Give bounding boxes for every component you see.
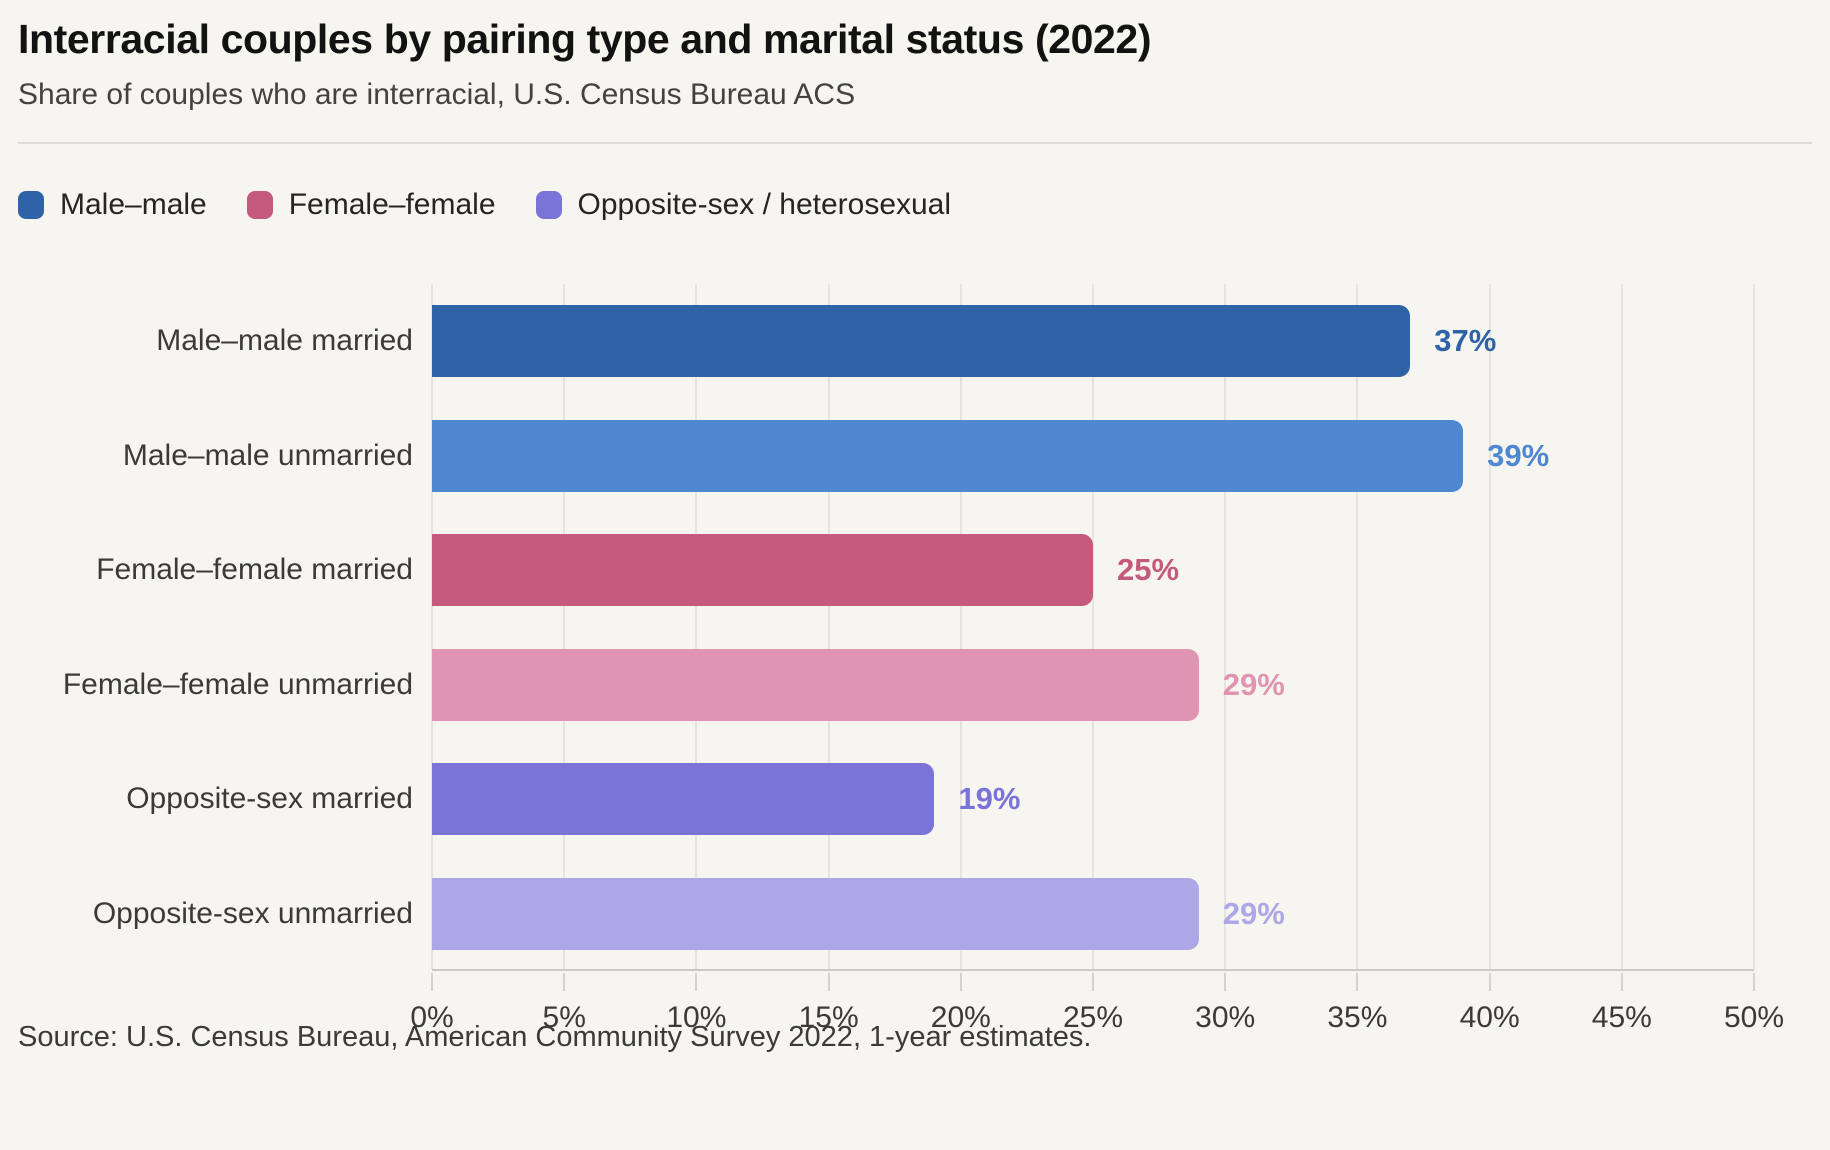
axis-tick-label: 45% <box>1591 1001 1652 1034</box>
chart-title: Interracial couples by pairing type and … <box>18 16 1152 62</box>
axis-tick-label: 0% <box>410 1001 454 1034</box>
value-label: 39% <box>1487 437 1550 473</box>
bar-male-male-married <box>432 305 1411 378</box>
axis-tick-35 <box>1356 973 1359 991</box>
legend-item-male-male: Male–male <box>18 188 207 222</box>
axis-tick-25 <box>1092 973 1094 991</box>
bar-track: 19% <box>432 763 1754 836</box>
chart-row-opposite-sex-married: Opposite-sex married 19% <box>18 742 1812 857</box>
gridline-25 <box>1092 284 1094 969</box>
chart-page: Interracial couples by pairing type and … <box>18 16 1812 1053</box>
gridline-50 <box>1753 284 1755 969</box>
axis-tick-45 <box>1620 973 1623 991</box>
axis-tick-5 <box>563 973 566 991</box>
axis-tick-label: 5% <box>542 1001 586 1034</box>
bar-rows: Male–male married 37% Male–male unmarried 3… <box>18 284 1812 971</box>
legend-swatch-female-female <box>246 191 273 219</box>
bar-female-female-married <box>432 534 1093 607</box>
category-label: Opposite-sex unmarried <box>92 896 413 930</box>
axis-tick-label: 35% <box>1327 1001 1388 1034</box>
gridline-45 <box>1620 284 1623 969</box>
axis-tick-label: 30% <box>1195 1001 1256 1034</box>
bar-opposite-sex-married <box>432 763 935 836</box>
axis-tick-10 <box>695 973 698 991</box>
category-label: Male–male unmarried <box>122 438 413 472</box>
bar-track: 29% <box>432 877 1754 950</box>
chart-row-opposite-sex-unmarried: Opposite-sex unmarried 29% <box>18 857 1812 972</box>
gridline-30 <box>1224 284 1227 969</box>
category-label: Opposite-sex married <box>126 782 413 816</box>
axis-tick-label: 15% <box>798 1001 859 1034</box>
bar-chart: Male–male married 37% Male–male unmarried 3… <box>18 284 1812 1034</box>
bar-track: 37% <box>432 305 1754 378</box>
legend-swatch-opposite-sex-heterosexual <box>535 191 562 219</box>
bar-female-female-unmarried <box>432 648 1199 721</box>
value-label: 19% <box>958 781 1021 817</box>
chart-row-male-male-married: Male–male married 37% <box>18 284 1812 399</box>
x-axis: 0% 5% 10% 15% 20% 25% 30% 35% 40% 45% 50% <box>410 971 1784 1051</box>
category-label: Female–female married <box>96 553 413 587</box>
chart-subtitle: Share of couples who are interracial, U.… <box>18 78 856 111</box>
bar-track: 25% <box>432 534 1754 607</box>
legend-label: Opposite-sex / heterosexual <box>577 188 952 221</box>
value-label: 29% <box>1222 666 1285 702</box>
axis-tick-label: 50% <box>1723 1001 1785 1034</box>
chart-row-male-male-unmarried: Male–male unmarried 39% <box>18 399 1812 514</box>
legend-label: Male–male <box>60 188 207 221</box>
bar-track: 29% <box>432 648 1754 721</box>
axis-tick-15 <box>827 973 830 991</box>
axis-tick-label: 10% <box>666 1001 727 1034</box>
axis-tick-20 <box>959 973 962 991</box>
bar-opposite-sex-unmarried <box>432 877 1199 950</box>
bar-male-male-unmarried <box>432 419 1464 492</box>
header-divider <box>18 142 1812 144</box>
category-label: Male–male married <box>156 324 413 358</box>
legend-item-opposite-sex-heterosexual: Opposite-sex / heterosexual <box>535 188 952 222</box>
legend-item-female-female: Female–female <box>246 188 496 222</box>
gridline-5 <box>563 284 566 969</box>
value-label: 29% <box>1222 895 1285 931</box>
legend-swatch-male-male <box>18 191 44 219</box>
category-label: Female–female unmarried <box>62 667 413 701</box>
axis-tick-label: 20% <box>930 1001 991 1034</box>
bar-track: 39% <box>432 419 1754 492</box>
value-label: 25% <box>1117 552 1180 588</box>
gridline-35 <box>1356 284 1359 969</box>
axis-tick-40 <box>1488 973 1491 991</box>
gridline-40 <box>1488 284 1491 969</box>
chart-row-female-female-married: Female–female married 25% <box>18 513 1812 628</box>
axis-tick-0 <box>431 973 433 991</box>
chart-legend: Male–male Female–female Opposite-sex / het… <box>18 188 1812 222</box>
gridline-0 <box>431 284 433 969</box>
gridline-20 <box>959 284 962 969</box>
gridline-15 <box>827 284 830 969</box>
value-label: 37% <box>1434 323 1497 359</box>
axis-tick-label: 25% <box>1062 1001 1124 1034</box>
plot-area <box>431 284 1755 971</box>
legend-label: Female–female <box>288 188 496 221</box>
gridline-10 <box>695 284 698 969</box>
axis-tick-label: 40% <box>1459 1001 1520 1034</box>
source-note: Source: U.S. Census Bureau, American Com… <box>18 1021 1092 1053</box>
axis-tick-50 <box>1753 973 1755 991</box>
chart-row-female-female-unmarried: Female–female unmarried 29% <box>18 628 1812 743</box>
axis-tick-30 <box>1224 973 1227 991</box>
